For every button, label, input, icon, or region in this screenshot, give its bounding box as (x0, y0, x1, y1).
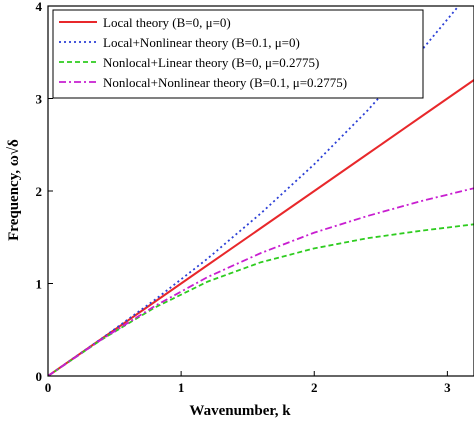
x-tick-label-0: 0 (45, 380, 52, 395)
y-tick-label-2: 2 (36, 184, 43, 199)
x-tick-label-1: 1 (178, 380, 185, 395)
series-line-2 (48, 6, 460, 376)
series-layer (48, 6, 474, 376)
x-tick-label-2: 2 (311, 380, 318, 395)
y-tick-label-0: 0 (36, 369, 43, 384)
y-tick-label-4: 4 (36, 0, 43, 14)
ticks-layer: 0 1 2 3 0 1 2 3 4 (36, 0, 452, 395)
series-line-1 (48, 79, 474, 376)
legend-label-3: Nonlocal+Linear theory (B=0, μ=0.2775) (103, 55, 319, 70)
legend-label-2: Local+Nonlinear theory (B=0.1, μ=0) (103, 35, 300, 50)
legend-label-1: Local theory (B=0, μ=0) (103, 15, 231, 30)
series-line-3 (48, 223, 474, 376)
series-line-4 (48, 187, 474, 376)
legend-label-4: Nonlocal+Nonlinear theory (B=0.1, μ=0.27… (103, 75, 347, 90)
y-tick-label-1: 1 (36, 277, 43, 292)
legend: Local theory (B=0, μ=0) Local+Nonlinear t… (52, 9, 424, 99)
y-tick-label-3: 3 (36, 92, 43, 107)
x-axis-title: Wavenumber, k (189, 403, 291, 419)
x-tick-label-3: 3 (444, 380, 451, 395)
legend-box (52, 9, 424, 99)
y-axis-title: Frequency, ω√δ (6, 139, 22, 241)
